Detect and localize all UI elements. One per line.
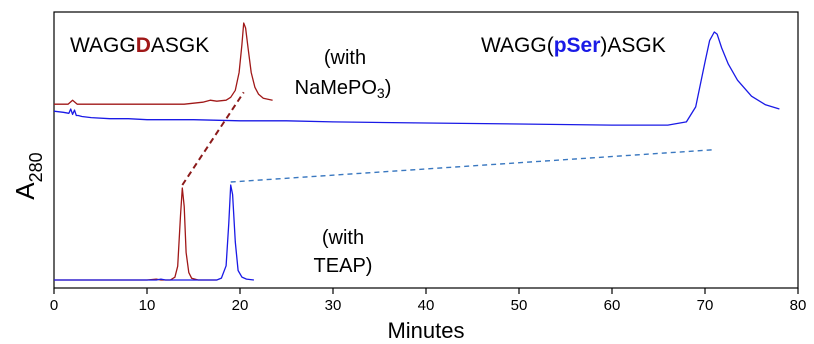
series-line-namepo3-pser xyxy=(53,31,780,126)
annotation-peptide-d-highlight: D xyxy=(136,34,151,57)
series-line-teap-pser xyxy=(54,184,254,281)
x-tick-label: 20 xyxy=(232,297,249,314)
x-tick-label: 70 xyxy=(697,297,714,314)
series-line-namepo3-d xyxy=(54,22,273,105)
y-axis-label: A280 xyxy=(10,152,46,199)
x-tick-label: 60 xyxy=(604,297,621,314)
y-axis-label-main: A xyxy=(10,182,40,200)
peak-connector-d xyxy=(181,91,245,186)
annotation-teap-line1: (with xyxy=(322,227,364,249)
x-tick-label: 0 xyxy=(50,297,58,314)
peak-connector-pser xyxy=(230,149,715,183)
series-line-teap-d xyxy=(54,187,217,281)
annotation-peptide-d: WAGGDASGK xyxy=(70,34,209,57)
annotation-nameopo3-line1: (with xyxy=(324,47,366,69)
x-axis: 0 10 20 30 40 50 60 70 80 xyxy=(50,288,807,314)
annotation-peptide-pser-highlight: pSer xyxy=(554,34,601,57)
x-tick-label: 10 xyxy=(139,297,156,314)
annotation-teap-line2: TEAP) xyxy=(314,255,373,277)
annotation-nameopo3-line2: NaMePO3) xyxy=(295,77,392,101)
x-tick-label: 50 xyxy=(511,297,528,314)
series-layer xyxy=(53,22,780,281)
annotation-peptide-pser: WAGG(pSer)ASGK xyxy=(481,34,666,57)
y-axis-label-subscript: 280 xyxy=(26,152,46,182)
x-axis-label: Minutes xyxy=(387,318,464,343)
connector-layer xyxy=(181,91,715,186)
x-tick-label: 40 xyxy=(418,297,435,314)
x-tick-label: 80 xyxy=(790,297,807,314)
x-tick-label: 30 xyxy=(325,297,342,314)
